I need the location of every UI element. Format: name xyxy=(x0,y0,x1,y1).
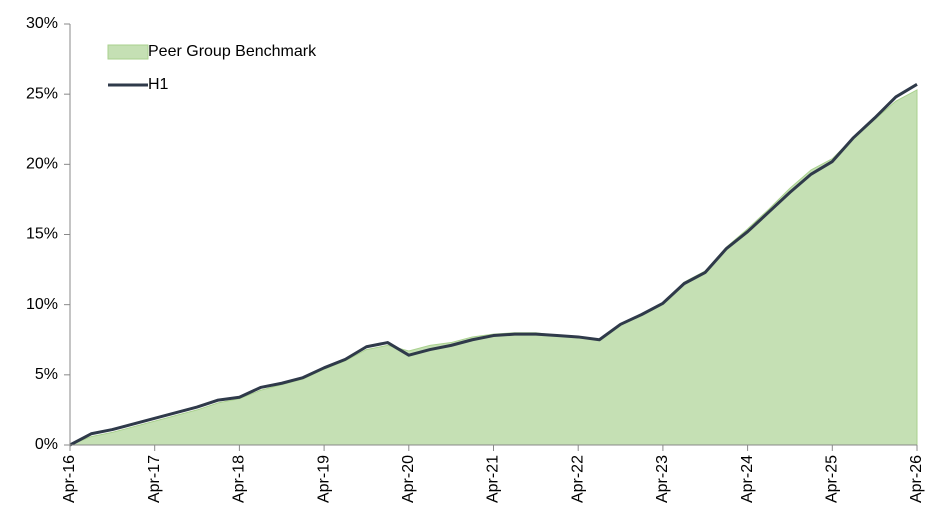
x-tick-label: Apr-16 xyxy=(61,455,78,503)
x-tick-label: Apr-20 xyxy=(400,455,417,503)
line xyxy=(69,83,918,447)
y-tick-label: 10% xyxy=(26,296,58,313)
y-tick-label: 30% xyxy=(26,15,58,32)
y-tick-label: 0% xyxy=(35,436,58,453)
x-tick-label: Apr-21 xyxy=(485,455,502,503)
legend-label: H1 xyxy=(148,76,169,93)
area xyxy=(69,89,918,446)
y-tick-label: 15% xyxy=(26,226,58,243)
y-tick-label: 20% xyxy=(26,156,58,173)
x-tick-label: Apr-26 xyxy=(908,455,925,503)
x-tick-label: Apr-22 xyxy=(569,455,586,503)
x-tick-label: Apr-24 xyxy=(739,455,756,503)
x-tick-label: Apr-19 xyxy=(315,455,332,503)
y-tick-label: 25% xyxy=(26,85,58,102)
x-tick-label: Apr-18 xyxy=(231,455,248,503)
x-tick-label: Apr-23 xyxy=(654,455,671,503)
y-tick-label: 5% xyxy=(35,366,58,383)
x-tick-label: Apr-17 xyxy=(146,455,163,503)
x-tick-label: Apr-25 xyxy=(824,455,841,503)
legend-label: Peer Group Benchmark xyxy=(148,43,317,60)
legend-swatch xyxy=(107,44,149,60)
